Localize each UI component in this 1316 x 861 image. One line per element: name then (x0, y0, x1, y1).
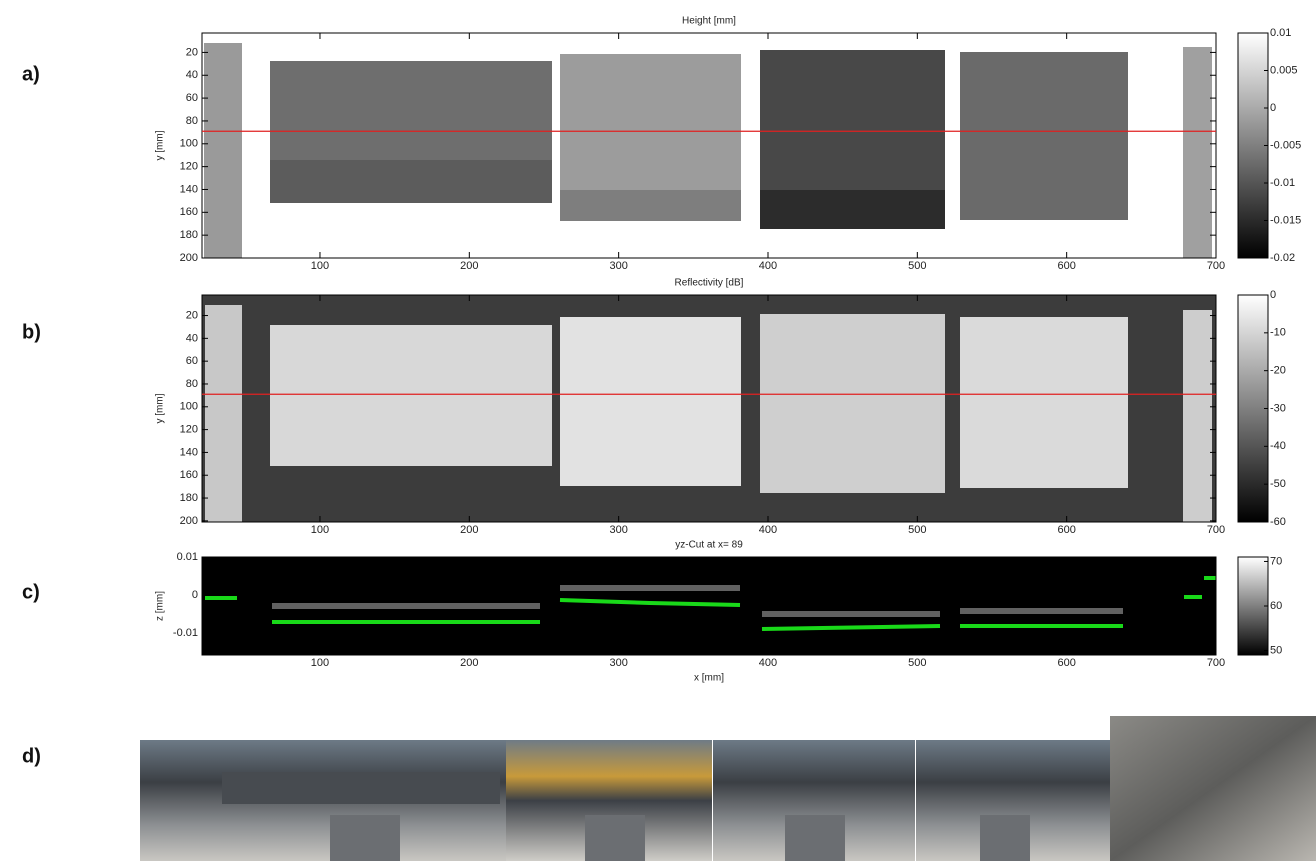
x-tick-label: 700 (1207, 260, 1225, 272)
colorbar-tick-label: 0.01 (1270, 27, 1291, 39)
y-tick-label: 40 (186, 332, 198, 344)
x-tick-label: 200 (460, 524, 478, 536)
x-tick-label: 300 (609, 260, 627, 272)
colorbar-tick-label: -0.02 (1270, 252, 1295, 264)
x-tick-label: 100 (311, 657, 329, 669)
plot-frame (201, 556, 1217, 656)
y-tick-label: -0.01 (173, 627, 198, 639)
y-axis-label: y [mm] (155, 130, 166, 160)
y-tick-label: 160 (180, 206, 198, 218)
colorbar-tick-label: -0.015 (1270, 214, 1301, 226)
colorbar-tick-label: 0 (1270, 289, 1276, 301)
x-tick-label: 500 (908, 657, 926, 669)
x-tick-label: 400 (759, 260, 777, 272)
y-tick-label: 200 (180, 252, 198, 264)
y-tick-label: 160 (180, 469, 198, 481)
x-tick-label: 600 (1057, 657, 1075, 669)
x-tick-label: 500 (908, 524, 926, 536)
colorbar (1237, 556, 1269, 656)
x-tick-label: 400 (759, 524, 777, 536)
y-tick-label: 100 (180, 401, 198, 413)
y-tick-label: 140 (180, 446, 198, 458)
colorbar-tick-label: -0.005 (1270, 139, 1301, 151)
panel-label: a) (22, 63, 40, 85)
x-tick-label: 700 (1207, 524, 1225, 536)
colorbar-tick-label: -50 (1270, 478, 1286, 490)
colorbar-tick-label: -0.01 (1270, 177, 1295, 189)
x-tick-label: 600 (1057, 524, 1075, 536)
y-tick-label: 180 (180, 229, 198, 241)
x-tick-label: 100 (311, 524, 329, 536)
panel-b-image (202, 295, 1216, 522)
panel-c-image (202, 557, 1216, 655)
y-axis-label: y [mm] (155, 393, 166, 423)
plot-frame (201, 32, 1217, 259)
colorbar-tick-label: 70 (1270, 555, 1282, 567)
y-tick-label: 60 (186, 355, 198, 367)
colorbar-tick-label: 0 (1270, 102, 1276, 114)
y-tick-label: 40 (186, 69, 198, 81)
y-tick-label: 140 (180, 183, 198, 195)
x-tick-label: 300 (609, 657, 627, 669)
x-tick-label: 700 (1207, 657, 1225, 669)
y-tick-label: 0.01 (177, 551, 198, 563)
y-tick-label: 120 (180, 424, 198, 436)
y-tick-label: 120 (180, 161, 198, 173)
colorbar-tick-label: -10 (1270, 327, 1286, 339)
panel-d-photo (140, 716, 1316, 861)
y-tick-label: 80 (186, 378, 198, 390)
x-tick-label: 300 (609, 524, 627, 536)
y-tick-label: 20 (186, 46, 198, 58)
y-tick-label: 180 (180, 492, 198, 504)
y-tick-label: 60 (186, 92, 198, 104)
panel-title: yz-Cut at x= 89 (675, 540, 743, 551)
panel-title: Reflectivity [dB] (675, 278, 744, 289)
y-tick-label: 20 (186, 309, 198, 321)
colorbar-tick-label: -30 (1270, 402, 1286, 414)
plot-frame (201, 294, 1217, 523)
panel-label: c) (22, 581, 40, 603)
y-tick-label: 80 (186, 115, 198, 127)
x-tick-label: 500 (908, 260, 926, 272)
colorbar-tick-label: 50 (1270, 644, 1282, 656)
colorbar-tick-label: -60 (1270, 516, 1286, 528)
x-tick-label: 400 (759, 657, 777, 669)
y-tick-label: 100 (180, 138, 198, 150)
colorbar (1237, 294, 1269, 523)
panel-a-image (202, 33, 1216, 258)
panel-title: Height [mm] (682, 16, 736, 27)
colorbar (1237, 32, 1269, 259)
panel-label: d) (22, 745, 41, 767)
x-tick-label: 200 (460, 260, 478, 272)
x-tick-label: 600 (1057, 260, 1075, 272)
colorbar-tick-label: 60 (1270, 600, 1282, 612)
colorbar-tick-label: -20 (1270, 365, 1286, 377)
panel-label: b) (22, 321, 41, 343)
x-tick-label: 200 (460, 657, 478, 669)
x-tick-label: 100 (311, 260, 329, 272)
colorbar-tick-label: -40 (1270, 440, 1286, 452)
x-axis-label: x [mm] (694, 673, 724, 684)
y-tick-label: 0 (192, 589, 198, 601)
y-tick-label: 200 (180, 515, 198, 527)
y-axis-label: z [mm] (155, 591, 166, 621)
colorbar-tick-label: 0.005 (1270, 64, 1298, 76)
